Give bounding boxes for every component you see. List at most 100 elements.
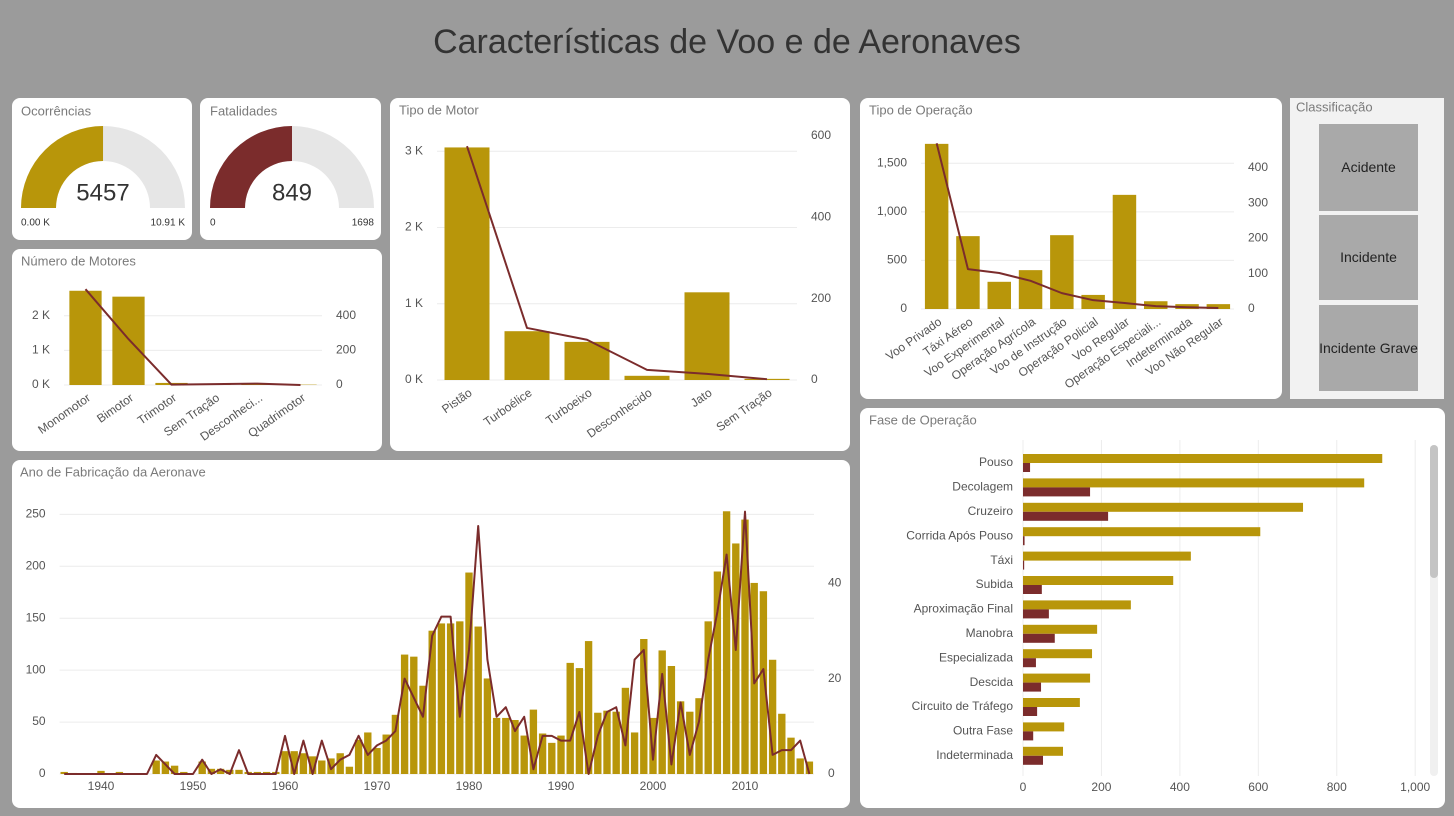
- bar: [112, 296, 145, 385]
- y-tick-label: 0 K: [405, 372, 423, 386]
- x-tick-label: 1990: [548, 779, 575, 793]
- bar: [446, 623, 455, 774]
- bar: [290, 751, 298, 774]
- y2-tick-label: 0: [811, 372, 818, 386]
- bar: [695, 698, 703, 774]
- bar: [1112, 194, 1137, 309]
- card-title: Ocorrências: [21, 103, 92, 118]
- bar: [1050, 235, 1074, 309]
- bar: [207, 768, 216, 774]
- bar: [308, 756, 317, 774]
- card-title: Ano de Fabricação da Aeronave: [20, 464, 206, 479]
- slicer-button[interactable]: Incidente: [1319, 215, 1418, 300]
- bar: [1023, 731, 1034, 741]
- bar: [161, 761, 170, 774]
- bar: [354, 739, 363, 774]
- y-tick-label: 200: [26, 558, 46, 572]
- x-tick-label: 1970: [364, 779, 391, 793]
- bar: [621, 687, 630, 774]
- y-tick-label: Circuito de Tráfego: [912, 699, 1014, 713]
- y2-tick-label: 300: [1248, 195, 1268, 209]
- y-tick-label: 1 K: [405, 296, 423, 310]
- gauge-value: 5457: [76, 179, 129, 206]
- y-tick-label: Táxi: [990, 553, 1013, 567]
- card-title: Tipo de Motor: [399, 102, 479, 117]
- y-tick-label: 2 K: [405, 220, 423, 234]
- y-tick-label: Cruzeiro: [968, 504, 1014, 518]
- bar: [198, 761, 206, 774]
- bar: [1018, 270, 1043, 309]
- bar: [584, 641, 593, 774]
- bar: [768, 659, 777, 774]
- bar: [391, 714, 400, 774]
- bar: [216, 768, 225, 774]
- y2-tick-label: 400: [336, 308, 356, 322]
- x-tick-label: 1980: [456, 779, 483, 793]
- y-tick-label: Indeterminada: [936, 748, 1013, 762]
- bar: [281, 751, 289, 774]
- bar: [744, 378, 790, 380]
- x-tick-label: 600: [1248, 780, 1268, 794]
- y-tick-label: Subida: [976, 577, 1014, 591]
- bar: [1023, 454, 1383, 463]
- gauge-range-label: 0.00 K: [21, 218, 50, 229]
- y-tick-label: 2 K: [32, 308, 50, 322]
- bar: [262, 771, 271, 774]
- y-tick-label: 0: [39, 766, 46, 780]
- bar: [1023, 746, 1064, 756]
- bar: [686, 711, 694, 774]
- bar: [152, 760, 160, 774]
- card: [200, 98, 381, 240]
- slicer-button[interactable]: Incidente Grave: [1319, 305, 1418, 391]
- bar: [483, 678, 492, 774]
- bar: [667, 666, 676, 774]
- bar: [428, 630, 436, 774]
- page-title: Características de Voo e de Aeronaves: [433, 23, 1021, 61]
- bar: [924, 143, 949, 309]
- gauge-fill: [210, 126, 292, 208]
- y-tick-label: 0: [900, 301, 907, 315]
- bar: [1023, 673, 1091, 683]
- bar: [253, 771, 262, 774]
- bar: [1144, 301, 1168, 309]
- bar: [1023, 560, 1025, 570]
- bar: [1023, 478, 1365, 488]
- y2-tick-label: 200: [811, 291, 831, 305]
- bar: [1023, 463, 1031, 472]
- y2-tick-label: 200: [1248, 231, 1268, 245]
- x-tick-label: 0: [1020, 780, 1027, 794]
- y-tick-label: Especializada: [939, 650, 1013, 664]
- bar: [1023, 722, 1065, 732]
- scrollbar-thumb[interactable]: [1430, 445, 1438, 578]
- line: [64, 510, 811, 775]
- y-tick-label: 500: [887, 253, 907, 267]
- bar: [456, 621, 464, 774]
- bar: [805, 761, 814, 774]
- bar: [373, 748, 381, 774]
- bar: [1023, 755, 1044, 765]
- y-tick-label: 100: [26, 662, 46, 676]
- x-tick-label: 1,000: [1400, 780, 1430, 794]
- bar: [1023, 633, 1055, 643]
- y2-tick-label: 0: [828, 766, 835, 780]
- y-tick-label: Outra Fase: [953, 724, 1013, 738]
- bar: [69, 290, 102, 385]
- x-tick-label: 200: [1091, 780, 1111, 794]
- bar: [419, 685, 427, 774]
- bar: [640, 639, 648, 774]
- bar: [336, 753, 344, 774]
- bar: [1023, 707, 1038, 716]
- y-tick-label: 1 K: [32, 343, 50, 357]
- bar: [474, 626, 482, 774]
- bar: [987, 281, 1011, 309]
- bar: [704, 621, 712, 774]
- bar: [529, 709, 538, 774]
- bar: [624, 375, 670, 380]
- bar: [778, 713, 786, 774]
- gauge-range-label: 10.91 K: [151, 218, 186, 229]
- slicer-button[interactable]: Acidente: [1319, 124, 1418, 211]
- gauge-range-label: 1698: [352, 218, 375, 229]
- bar: [787, 737, 795, 774]
